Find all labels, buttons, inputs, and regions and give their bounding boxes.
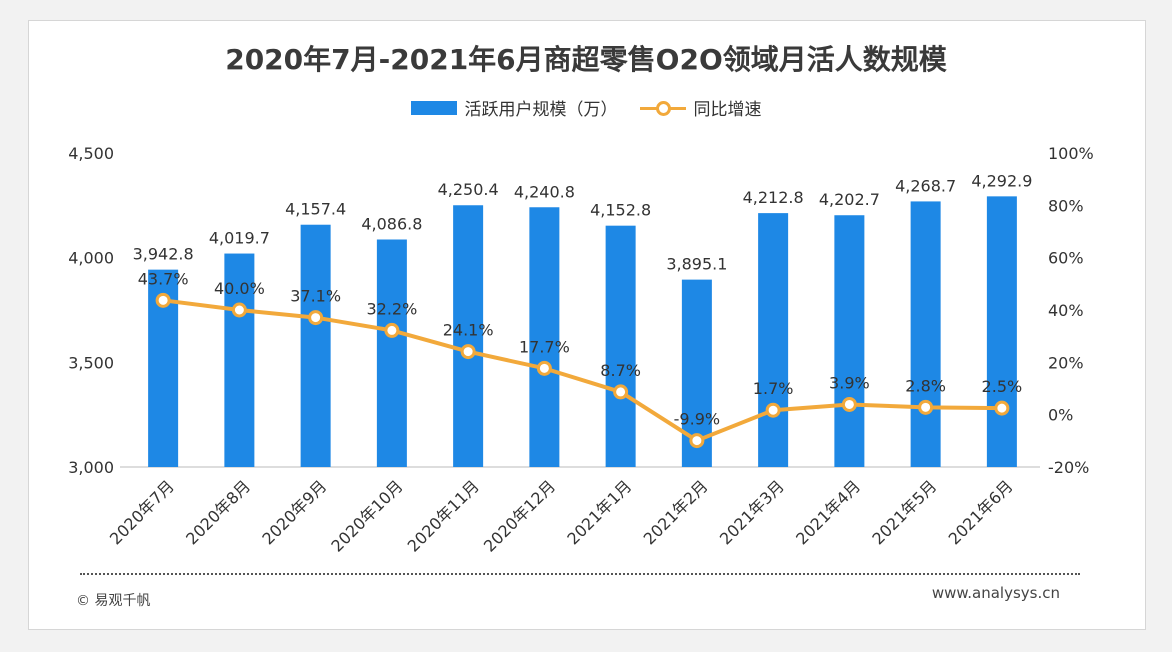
bar-value-label: 4,157.4	[285, 200, 346, 219]
y-right-tick-label: 40%	[1048, 301, 1084, 320]
chart-title: 2020年7月-2021年6月商超零售O2O领域月活人数规模	[225, 43, 947, 76]
growth-point	[765, 402, 781, 418]
x-tick-label: 2020年8月	[182, 476, 254, 548]
chart-card	[28, 20, 1146, 630]
x-tick-label: 2020年12月	[480, 476, 559, 555]
bar-value-label: 3,895.1	[666, 255, 727, 274]
growth-point	[155, 292, 171, 308]
growth-value-label: -9.9%	[674, 410, 720, 429]
growth-value-label: 2.5%	[982, 377, 1023, 396]
y-right-tick-label: 60%	[1048, 249, 1084, 268]
y-right-tick-label: 20%	[1048, 353, 1084, 372]
bar	[300, 224, 331, 467]
growth-value-label: 3.9%	[829, 373, 870, 392]
bar-value-label: 4,202.7	[819, 190, 880, 209]
growth-value-label: 2.8%	[905, 376, 946, 395]
legend-item-growth: 同比增速	[639, 95, 762, 120]
growth-value-label: 24.1%	[443, 321, 494, 340]
x-tick-label: 2021年1月	[563, 476, 635, 548]
y-right-tick-label: 80%	[1048, 196, 1084, 215]
bar-value-label: 4,240.8	[514, 182, 575, 201]
y-right-tick-label: -20%	[1048, 458, 1089, 477]
bar	[224, 253, 255, 467]
y-left-tick-label: 3,500	[68, 353, 114, 372]
growth-value-label: 1.7%	[753, 379, 794, 398]
website-text: www.analysys.cn	[931, 584, 1060, 602]
bar	[758, 213, 789, 467]
y-left-tick-label: 3,000	[68, 458, 114, 477]
bar	[910, 201, 941, 467]
x-tick-label: 2020年9月	[258, 476, 330, 548]
growth-value-label: 32.2%	[366, 299, 417, 318]
bar	[376, 239, 407, 467]
x-tick-label: 2021年5月	[868, 476, 940, 548]
footer-divider	[80, 573, 1080, 575]
copyright-text: © 易观千帆	[76, 593, 151, 609]
growth-value-label: 40.0%	[214, 279, 265, 298]
bar-value-label: 4,268.7	[895, 176, 956, 195]
growth-point	[841, 396, 857, 412]
y-right-tick-label: 100%	[1048, 144, 1094, 163]
growth-point	[994, 400, 1010, 416]
bar	[834, 215, 865, 467]
bar-value-label: 4,292.9	[971, 171, 1032, 190]
bar-value-label: 4,212.8	[743, 188, 804, 207]
x-tick-label: 2021年2月	[640, 476, 712, 548]
growth-value-label: 8.7%	[600, 361, 641, 380]
bar	[453, 205, 484, 467]
bar-value-label: 4,019.7	[209, 229, 270, 248]
x-tick-label: 2020年10月	[327, 476, 406, 555]
bar-value-label: 4,152.8	[590, 201, 651, 220]
bar	[529, 207, 560, 467]
x-tick-label: 2020年11月	[404, 476, 483, 555]
bar-value-label: 4,086.8	[361, 214, 422, 233]
y-left-tick-label: 4,500	[68, 144, 114, 163]
x-tick-label: 2021年3月	[716, 476, 788, 548]
bar	[986, 196, 1017, 467]
growth-value-label: 17.7%	[519, 337, 570, 356]
growth-line	[162, 298, 1002, 443]
growth-point	[613, 384, 629, 400]
bar-value-label: 4,250.4	[438, 180, 499, 199]
growth-point	[460, 344, 476, 360]
legend-label-users: 活跃用户规模（万）	[464, 100, 618, 120]
growth-point	[384, 322, 400, 338]
growth-point	[536, 360, 552, 376]
growth-point	[231, 302, 247, 318]
growth-point	[918, 399, 934, 415]
legend-label-growth: 同比增速	[693, 100, 762, 120]
legend-item-users: 活跃用户规模（万）	[410, 95, 618, 120]
x-tick-label: 2021年6月	[945, 476, 1017, 548]
bar	[605, 225, 636, 467]
legend: 活跃用户规模（万） 同比增速	[0, 95, 1172, 120]
growth-value-label: 43.7%	[138, 269, 189, 288]
growth-point	[689, 433, 705, 449]
x-tick-label: 2020年7月	[106, 476, 178, 548]
y-right-tick-label: 0%	[1048, 406, 1073, 425]
growth-value-label: 37.1%	[290, 287, 341, 306]
legend-line-swatch	[639, 100, 686, 116]
legend-bar-swatch	[410, 100, 457, 115]
x-tick-label: 2021年4月	[792, 476, 864, 548]
bar-value-label: 3,942.8	[133, 245, 194, 264]
growth-point	[308, 310, 324, 326]
y-left-tick-label: 4,000	[68, 249, 114, 268]
